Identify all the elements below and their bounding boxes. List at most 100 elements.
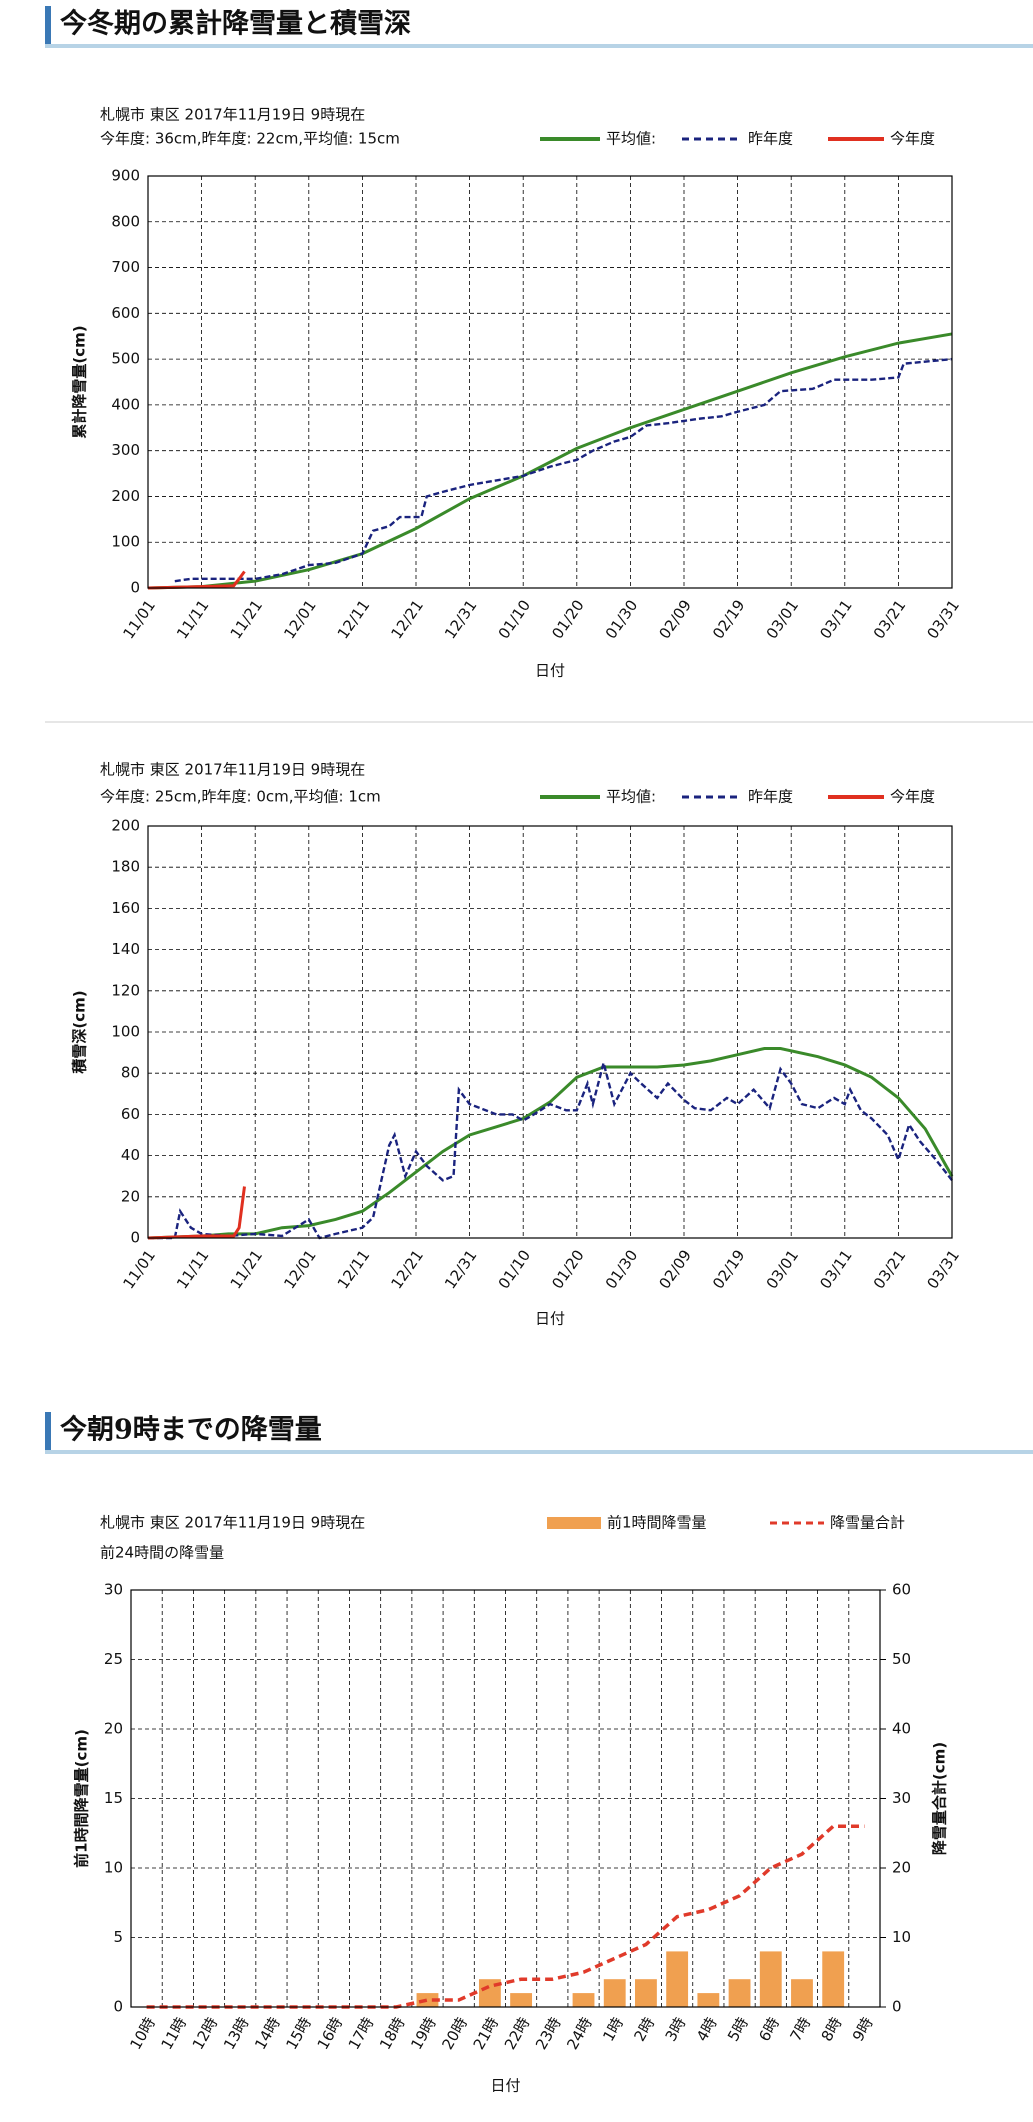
x-tick-label: 13時 bbox=[220, 2014, 253, 2053]
x-tick-label: 03/31 bbox=[923, 1247, 963, 1293]
x-tick-label: 02/19 bbox=[709, 597, 749, 643]
x-tick-label: 24時 bbox=[563, 2014, 596, 2053]
heading-rule bbox=[45, 44, 1033, 48]
legend-label: 前1時間降雪量 bbox=[607, 1514, 707, 1532]
x-tick-label: 22時 bbox=[501, 2014, 534, 2053]
x-tick-label: 21時 bbox=[470, 2014, 503, 2053]
legend-label: 降雪量合計 bbox=[830, 1514, 905, 1532]
x-tick-label: 03/11 bbox=[816, 597, 856, 643]
series-line bbox=[174, 357, 953, 583]
x-tick-label: 5時 bbox=[724, 2014, 752, 2044]
x-tick-label: 1時 bbox=[599, 2014, 627, 2044]
x-tick-label: 12時 bbox=[189, 2014, 222, 2053]
y2-axis-label: 降雪量合計(cm) bbox=[931, 1742, 949, 1855]
x-tick-label: 03/31 bbox=[923, 597, 963, 643]
x-tick-label: 11/01 bbox=[119, 1247, 159, 1293]
y-tick-label: 20 bbox=[121, 1187, 140, 1205]
bar bbox=[697, 1993, 720, 2007]
y-tick-label: 0 bbox=[130, 1229, 140, 1247]
x-tick-label: 01/20 bbox=[548, 597, 588, 643]
y-tick-label: 100 bbox=[111, 1023, 140, 1041]
x-axis-label: 日付 bbox=[535, 1310, 565, 1328]
x-tick-label: 8時 bbox=[818, 2014, 846, 2044]
series-line bbox=[147, 332, 953, 590]
y-tick-label: 15 bbox=[104, 1789, 123, 1807]
y-tick-label: 500 bbox=[111, 350, 140, 368]
heading: 今朝9時までの降雪量 bbox=[60, 1414, 322, 1446]
x-tick-label: 01/10 bbox=[495, 1247, 535, 1293]
y-tick-label: 60 bbox=[121, 1105, 140, 1123]
series-line bbox=[147, 570, 246, 590]
chart-title: 札幌市 東区 2017年11月19日 9時現在 bbox=[100, 1514, 365, 1532]
y-tick-label: 200 bbox=[111, 817, 140, 835]
heading: 今冬期の累計降雪量と積雪深 bbox=[60, 8, 411, 40]
y-axis-label: 積雪深(cm) bbox=[71, 990, 89, 1074]
chart-subtitle: 今年度: 25cm,昨年度: 0cm,平均値: 1cm bbox=[100, 788, 381, 806]
x-tick-label: 12/21 bbox=[387, 597, 427, 643]
bar bbox=[635, 1979, 657, 2007]
x-tick-label: 03/21 bbox=[870, 1247, 910, 1293]
y-tick-label: 40 bbox=[121, 1146, 140, 1164]
y-tick-label: 900 bbox=[111, 167, 140, 185]
x-tick-label: 2時 bbox=[630, 2014, 658, 2044]
bar bbox=[572, 1993, 595, 2007]
x-tick-label: 10時 bbox=[126, 2014, 159, 2053]
series-line bbox=[146, 1824, 865, 2009]
bar bbox=[728, 1979, 751, 2007]
y-tick-label: 20 bbox=[104, 1720, 123, 1738]
y2-tick-label: 30 bbox=[892, 1789, 911, 1807]
y2-tick-label: 60 bbox=[892, 1581, 911, 1599]
x-tick-label: 3時 bbox=[662, 2014, 690, 2044]
y-tick-label: 800 bbox=[111, 212, 140, 230]
x-tick-label: 03/01 bbox=[763, 1247, 803, 1293]
x-tick-label: 12/31 bbox=[441, 1247, 481, 1293]
y-axis-label: 累計降雪量(cm) bbox=[71, 325, 89, 438]
y2-tick-label: 40 bbox=[892, 1720, 911, 1738]
legend-label: 昨年度 bbox=[748, 788, 793, 806]
x-tick-label: 01/30 bbox=[602, 597, 642, 643]
y2-tick-label: 0 bbox=[892, 1998, 902, 2016]
x-tick-label: 12/11 bbox=[334, 597, 374, 643]
y-tick-label: 0 bbox=[130, 579, 140, 597]
plot-frame bbox=[130, 1589, 881, 2008]
legend-label: 昨年度 bbox=[748, 130, 793, 148]
x-tick-label: 01/10 bbox=[495, 597, 535, 643]
plot-frame bbox=[147, 825, 953, 1239]
heading-marker bbox=[45, 6, 51, 46]
x-tick-label: 12/01 bbox=[280, 1247, 320, 1293]
x-tick-label: 4時 bbox=[693, 2014, 721, 2044]
y-tick-label: 160 bbox=[111, 899, 140, 917]
y2-tick-label: 10 bbox=[892, 1928, 911, 1946]
y-tick-label: 80 bbox=[121, 1064, 140, 1082]
bar bbox=[822, 1951, 845, 2007]
legend-label: 平均値: bbox=[606, 788, 656, 806]
x-tick-label: 11時 bbox=[158, 2014, 191, 2053]
y-tick-label: 30 bbox=[104, 1581, 123, 1599]
x-tick-label: 20時 bbox=[438, 2014, 471, 2053]
y-tick-label: 10 bbox=[104, 1859, 123, 1877]
bar bbox=[666, 1951, 689, 2007]
chart-subtitle: 今年度: 36cm,昨年度: 22cm,平均値: 15cm bbox=[100, 130, 400, 148]
heading-rule bbox=[45, 1450, 1033, 1454]
x-tick-label: 03/01 bbox=[763, 597, 803, 643]
y-tick-label: 25 bbox=[104, 1650, 123, 1668]
x-tick-label: 11/11 bbox=[173, 597, 213, 643]
x-tick-label: 14時 bbox=[251, 2014, 284, 2053]
y-tick-label: 600 bbox=[111, 304, 140, 322]
x-tick-label: 02/09 bbox=[655, 1247, 695, 1293]
x-tick-label: 12/21 bbox=[387, 1247, 427, 1293]
bar bbox=[416, 1993, 439, 2007]
series-line bbox=[147, 1046, 954, 1240]
y-tick-label: 700 bbox=[111, 258, 140, 276]
plot-frame bbox=[147, 175, 953, 589]
bar bbox=[603, 1979, 626, 2007]
x-tick-label: 12/01 bbox=[280, 597, 320, 643]
x-tick-label: 7時 bbox=[786, 2014, 814, 2044]
x-axis-label: 日付 bbox=[490, 2077, 520, 2095]
x-tick-label: 16時 bbox=[314, 2014, 347, 2053]
x-tick-label: 6時 bbox=[755, 2014, 783, 2044]
x-tick-label: 02/09 bbox=[655, 597, 695, 643]
y-tick-label: 180 bbox=[111, 858, 140, 876]
y-tick-label: 200 bbox=[111, 487, 140, 505]
